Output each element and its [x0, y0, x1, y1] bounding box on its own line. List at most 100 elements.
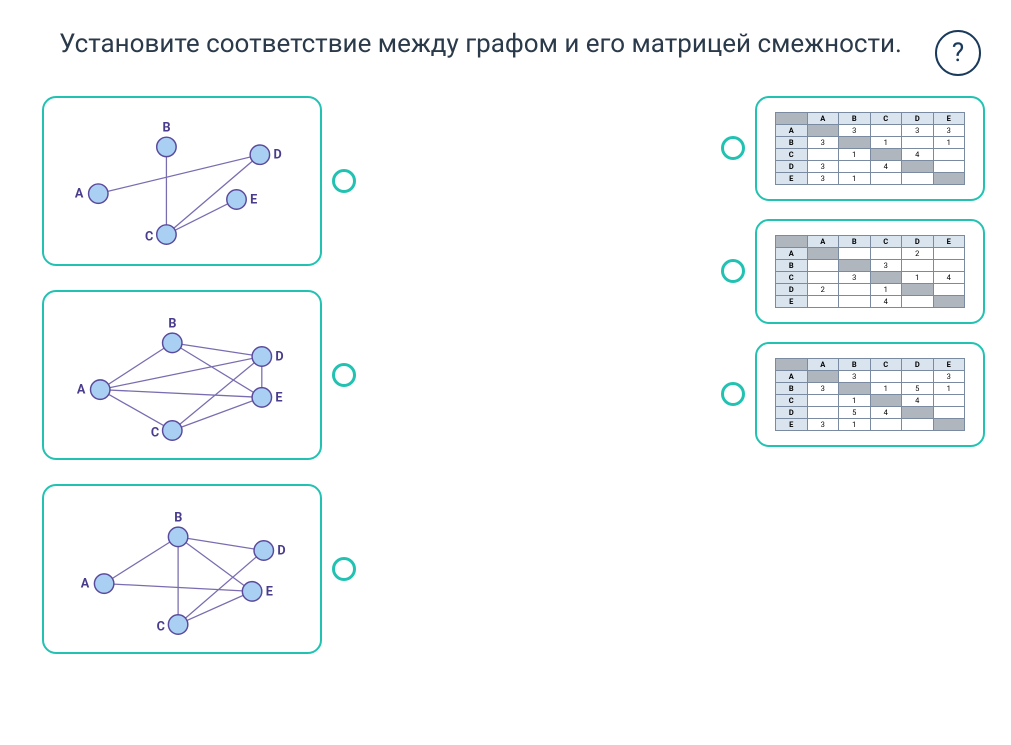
- matrix-cell: 4: [902, 394, 934, 406]
- matrix-cell: 4: [933, 271, 965, 283]
- matrix-cell: [933, 172, 965, 184]
- node-label: E: [275, 390, 282, 405]
- matrix-cell: 1: [839, 148, 871, 160]
- matrix-cell: 3: [807, 418, 839, 430]
- matrix-cell: [807, 247, 839, 259]
- graph-node: [89, 184, 108, 203]
- matrix-cell: [870, 247, 902, 259]
- matrix-cell: [902, 259, 934, 271]
- connector-handle[interactable]: [332, 363, 356, 387]
- matrix-cell: 4: [870, 160, 902, 172]
- node-label: B: [174, 510, 182, 525]
- connector-handle[interactable]: [332, 557, 356, 581]
- matrix-cell: [839, 283, 871, 295]
- graph-node: [227, 190, 246, 209]
- matrix-col-header: C: [870, 358, 902, 370]
- node-label: C: [151, 425, 159, 440]
- matrix-cell: [807, 394, 839, 406]
- matrix-row-header: A: [776, 247, 808, 259]
- matrix-cell: [902, 136, 934, 148]
- node-label: D: [273, 147, 281, 162]
- connector-handle[interactable]: [721, 136, 745, 160]
- matrix-card[interactable]: ABCDEA33B3151C14D54E31: [755, 342, 985, 447]
- graph-card[interactable]: ABCDE: [42, 290, 322, 460]
- matrix-cell: [807, 370, 839, 382]
- node-label: A: [75, 186, 84, 201]
- graphs-column: ABCDEABCDEABCDE: [42, 96, 352, 654]
- matrix-cell: [807, 148, 839, 160]
- node-label: B: [163, 120, 171, 135]
- matrix-col-header: A: [807, 112, 839, 124]
- graph-card[interactable]: ABCDE: [42, 96, 322, 266]
- matrix-cell: [807, 259, 839, 271]
- graph-edge: [172, 343, 262, 398]
- matrix-cell: [839, 247, 871, 259]
- adjacency-matrix: ABCDEA2B3C314D21E4: [775, 235, 965, 308]
- graph-edge: [178, 537, 264, 551]
- matrix-cell: 3: [807, 160, 839, 172]
- matrix-cell: [839, 136, 871, 148]
- matrix-cell: [807, 124, 839, 136]
- matrix-card[interactable]: ABCDEA333B311C14D34E31: [755, 96, 985, 201]
- help-button[interactable]: ?: [935, 30, 981, 76]
- matrix-cell: 3: [807, 172, 839, 184]
- matrix-row-header: D: [776, 160, 808, 172]
- graph-edge: [100, 356, 262, 389]
- matrix-col-header: E: [933, 235, 965, 247]
- matrix-cell: 4: [870, 295, 902, 307]
- matrix-cell: 3: [839, 271, 871, 283]
- graph-node: [168, 615, 187, 634]
- matrix-cell: [870, 370, 902, 382]
- graph-edge: [172, 397, 262, 430]
- node-label: B: [168, 316, 176, 331]
- graph-card[interactable]: ABCDE: [42, 484, 322, 654]
- matrix-cell: 1: [839, 394, 871, 406]
- matrix-cell: [807, 271, 839, 283]
- matrix-cell: 1: [870, 283, 902, 295]
- graph-diagram: ABCDE: [54, 496, 310, 642]
- graph-node: [157, 225, 176, 244]
- help-icon: ?: [952, 38, 964, 68]
- matrix-row-header: A: [776, 370, 808, 382]
- matrix-card[interactable]: ABCDEA2B3C314D21E4: [755, 219, 985, 324]
- matrix-cell: [870, 394, 902, 406]
- matrix-cell: 1: [933, 136, 965, 148]
- matrix-cell: 1: [933, 382, 965, 394]
- connector-handle[interactable]: [721, 259, 745, 283]
- matrix-cell: [902, 370, 934, 382]
- matrix-cell: 3: [902, 124, 934, 136]
- matrix-row-header: B: [776, 259, 808, 271]
- matrix-cell: 3: [839, 370, 871, 382]
- matrix-cell: 1: [870, 382, 902, 394]
- matrix-col-header: C: [870, 235, 902, 247]
- node-label: C: [145, 229, 153, 244]
- matrix-row-header: C: [776, 394, 808, 406]
- node-label: D: [275, 349, 283, 364]
- matrix-cell: [839, 160, 871, 172]
- graph-edge: [178, 591, 252, 624]
- matrix-cell: 3: [933, 370, 965, 382]
- matrix-row-header: E: [776, 295, 808, 307]
- matrix-cell: [807, 295, 839, 307]
- connector-handle[interactable]: [332, 169, 356, 193]
- graph-node: [250, 145, 269, 164]
- matrix-col-header: E: [933, 358, 965, 370]
- matrix-col-header: C: [870, 112, 902, 124]
- matrix-cell: 3: [807, 136, 839, 148]
- graph-node: [163, 421, 182, 440]
- graph-node: [163, 333, 182, 352]
- matrix-cell: 5: [902, 382, 934, 394]
- matrix-col-header: D: [902, 112, 934, 124]
- matrix-cell: [933, 160, 965, 172]
- matrices-column: ABCDEA333B311C14D34E31ABCDEA2B3C314D21E4…: [725, 96, 985, 447]
- question-title: Установите соответствие между графом и е…: [50, 28, 911, 62]
- matrix-cell: [933, 406, 965, 418]
- graph-edge: [166, 155, 259, 235]
- matrix-col-header: B: [839, 235, 871, 247]
- connector-handle[interactable]: [721, 382, 745, 406]
- matrix-cell: [902, 172, 934, 184]
- matrix-row-header: D: [776, 283, 808, 295]
- matrix-cell: 3: [933, 124, 965, 136]
- matrix-row-header: D: [776, 406, 808, 418]
- graph-node: [157, 137, 176, 156]
